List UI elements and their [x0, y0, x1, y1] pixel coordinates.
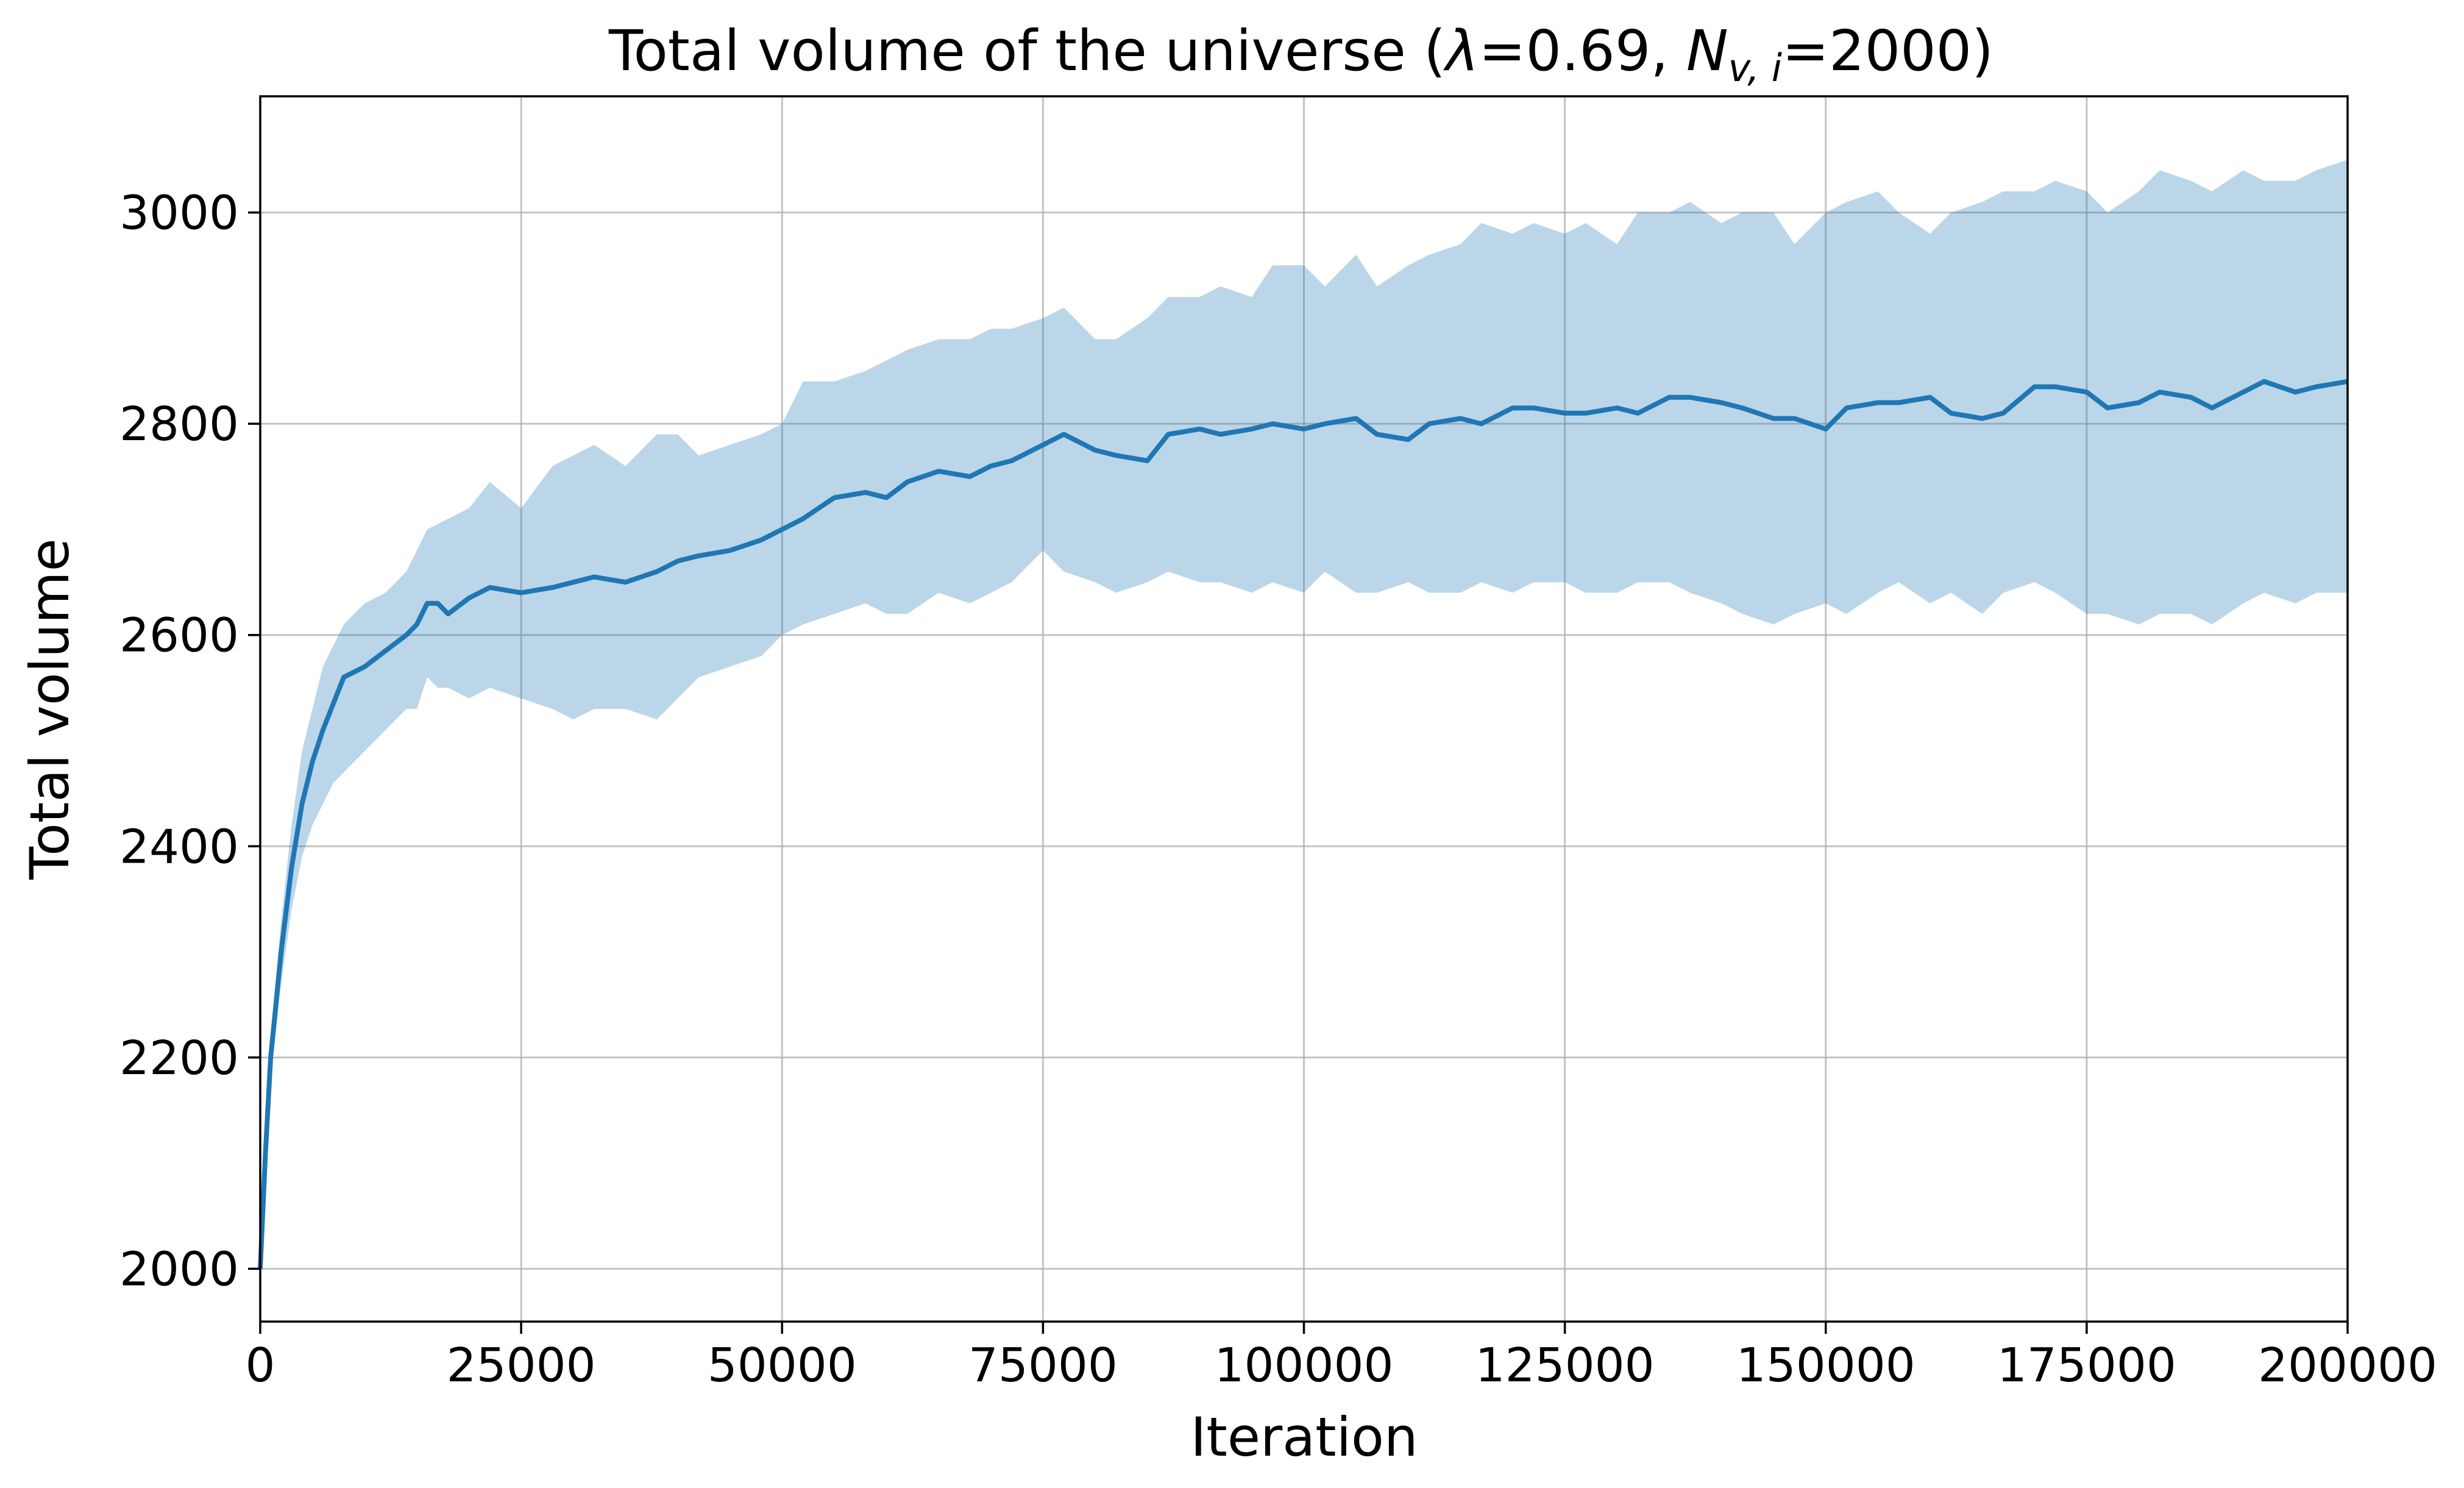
- x-tick-label: 125000: [1475, 1339, 1655, 1393]
- x-tick-label: 75000: [968, 1339, 1118, 1393]
- title-prefix: Total volume of the universe (: [608, 18, 1446, 84]
- y-tick-label: 3000: [119, 187, 239, 241]
- y-tick-label: 2400: [119, 820, 239, 874]
- x-tick-label: 175000: [1997, 1339, 2176, 1393]
- x-tick-label: 200000: [2258, 1339, 2437, 1393]
- y-tick-label: 2000: [119, 1242, 239, 1297]
- x-tick-label: 25000: [447, 1339, 596, 1393]
- title-n-symbol: N: [1686, 18, 1728, 84]
- x-tick-label: 0: [246, 1339, 275, 1393]
- mean-volume-line: [258, 379, 2348, 1269]
- title-lambda-symbol: λ: [1443, 18, 1479, 84]
- spread-band: [260, 160, 2348, 1269]
- x-tick-label: 50000: [708, 1339, 857, 1393]
- band-layer: [260, 160, 2348, 1269]
- y-tick-label: 2200: [119, 1031, 239, 1086]
- y-tick-label: 2600: [119, 609, 239, 663]
- x-tick-label: 100000: [1215, 1339, 1394, 1393]
- x-tick-label: 150000: [1736, 1339, 1915, 1393]
- grid: [259, 96, 2349, 1322]
- x-axis-label: Iteration: [1190, 1406, 1418, 1468]
- y-tick-label: 2800: [119, 397, 239, 452]
- ticks: 0 25000 50000 75000 100000 125000 150000 175000…: [119, 187, 2437, 1393]
- y-axis-label: Total volume: [18, 538, 81, 880]
- line-layer: [258, 379, 2348, 1269]
- title-n-value: =2000): [1782, 18, 1994, 84]
- chart-title: Total volume of the universe (λ=0.69, Nv…: [608, 18, 1994, 90]
- title-n-subscript: v, i: [1728, 46, 1782, 90]
- title-lambda-value: =0.69,: [1479, 18, 1686, 84]
